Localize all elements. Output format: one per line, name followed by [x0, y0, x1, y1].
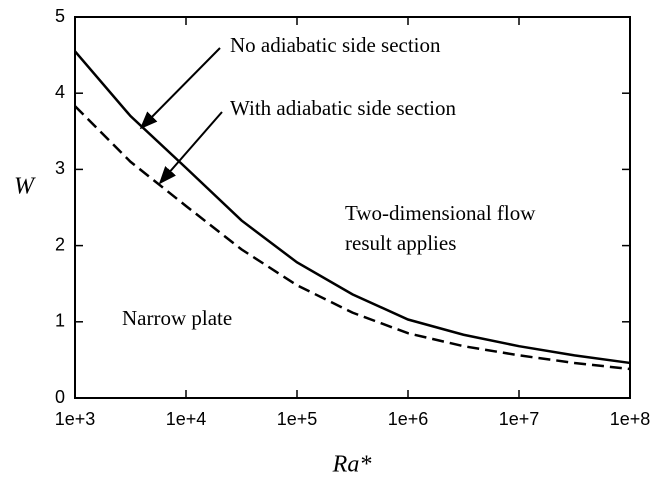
annotation: With adiabatic side section: [230, 96, 456, 120]
annotation: result applies: [345, 231, 456, 255]
y-tick-label: 5: [55, 6, 65, 26]
y-axis-label: W: [14, 174, 36, 200]
x-tick-label: 1e+5: [277, 409, 318, 429]
x-axis-label: Ra*: [332, 452, 372, 478]
x-tick-label: 1e+4: [166, 409, 207, 429]
y-tick-label: 3: [55, 158, 65, 178]
annotation: No adiabatic side section: [230, 33, 441, 57]
y-tick-label: 0: [55, 387, 65, 407]
data-line: [74, 105, 631, 371]
annotation: Narrow plate: [122, 306, 232, 330]
data-line: [74, 50, 631, 365]
x-tick-label: 1e+6: [388, 409, 429, 429]
x-tick-label: 1e+8: [610, 409, 651, 429]
plot-frame: [74, 16, 631, 399]
arrow: [158, 111, 223, 185]
y-tick-label: 4: [55, 82, 65, 102]
y-tick-label: 2: [55, 234, 65, 254]
annotation: Two-dimensional flow: [345, 201, 536, 225]
arrow: [139, 47, 221, 130]
x-tick-label: 1e+3: [55, 409, 96, 429]
x-tick-label: 1e+7: [499, 409, 540, 429]
y-tick-label: 1: [55, 311, 65, 331]
